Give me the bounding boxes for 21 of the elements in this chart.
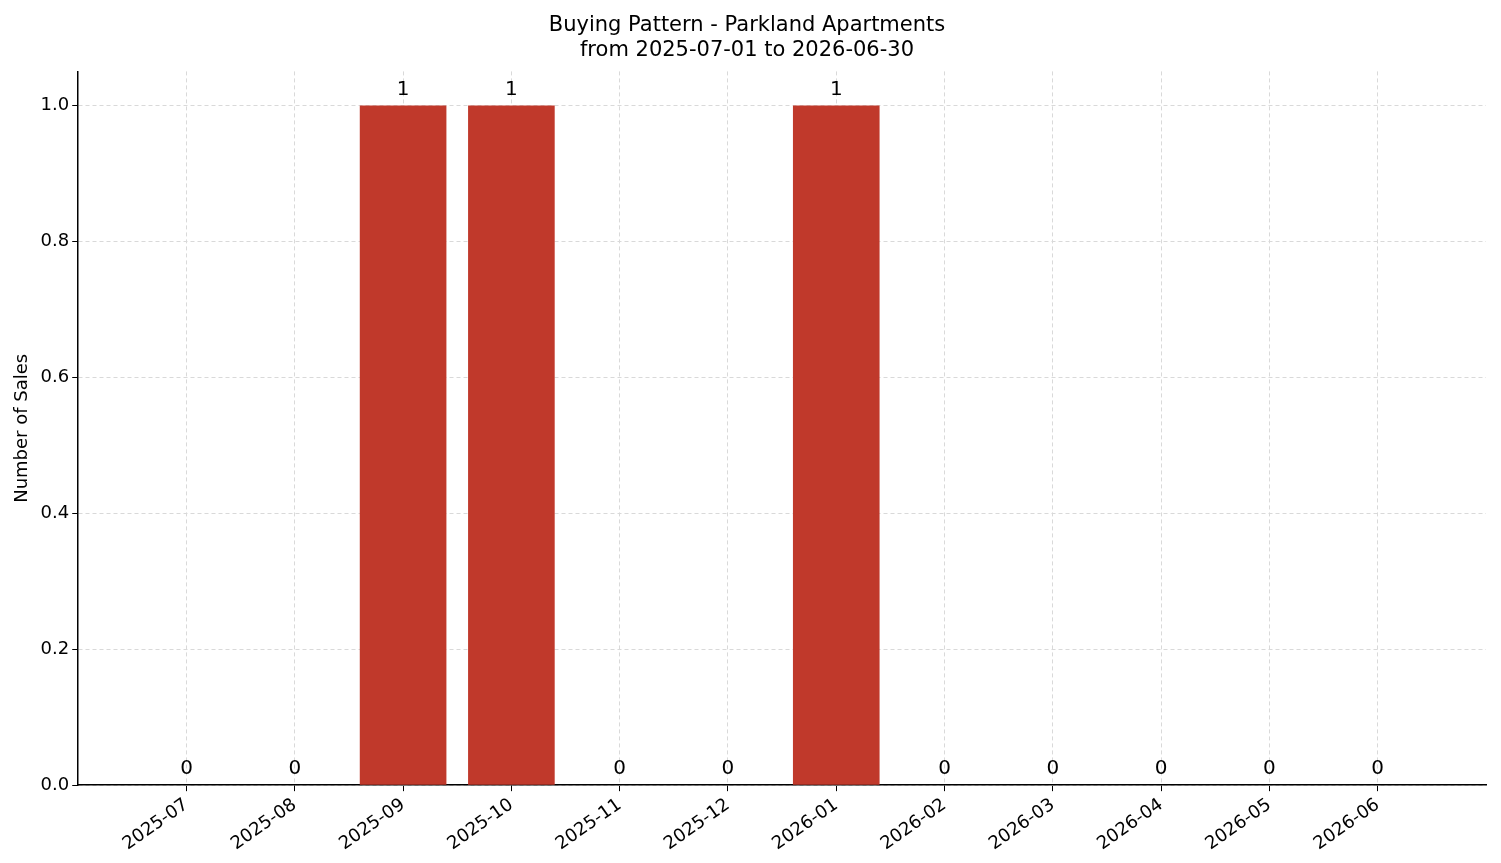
y-tick-label: 0.0 — [40, 772, 70, 794]
data-label: 1 — [505, 75, 518, 100]
chart-subtitle: from 2025-07-01 to 2026-06-30 — [579, 37, 915, 62]
data-label: 0 — [1046, 755, 1060, 780]
data-label: 0 — [721, 755, 735, 780]
chart-title: Buying Pattern - Parkland Apartments — [548, 12, 946, 37]
y-axis-title: Number of Sales — [10, 353, 32, 503]
data-label: 0 — [1371, 755, 1385, 780]
y-tick-label: 0.8 — [40, 229, 70, 251]
data-label: 0 — [180, 755, 193, 780]
y-tick-label: 0.4 — [40, 500, 70, 522]
data-label: 0 — [938, 755, 951, 780]
y-tick-label: 0.6 — [40, 364, 70, 386]
data-label: 0 — [1263, 755, 1276, 780]
data-label: 0 — [613, 755, 627, 780]
data-label: 0 — [1154, 755, 1168, 780]
data-label: 1 — [829, 75, 843, 100]
y-tick-label: 0.2 — [40, 636, 70, 658]
y-tick-label: 1.0 — [40, 93, 70, 115]
data-label: 1 — [396, 75, 410, 100]
data-label: 0 — [288, 755, 302, 780]
